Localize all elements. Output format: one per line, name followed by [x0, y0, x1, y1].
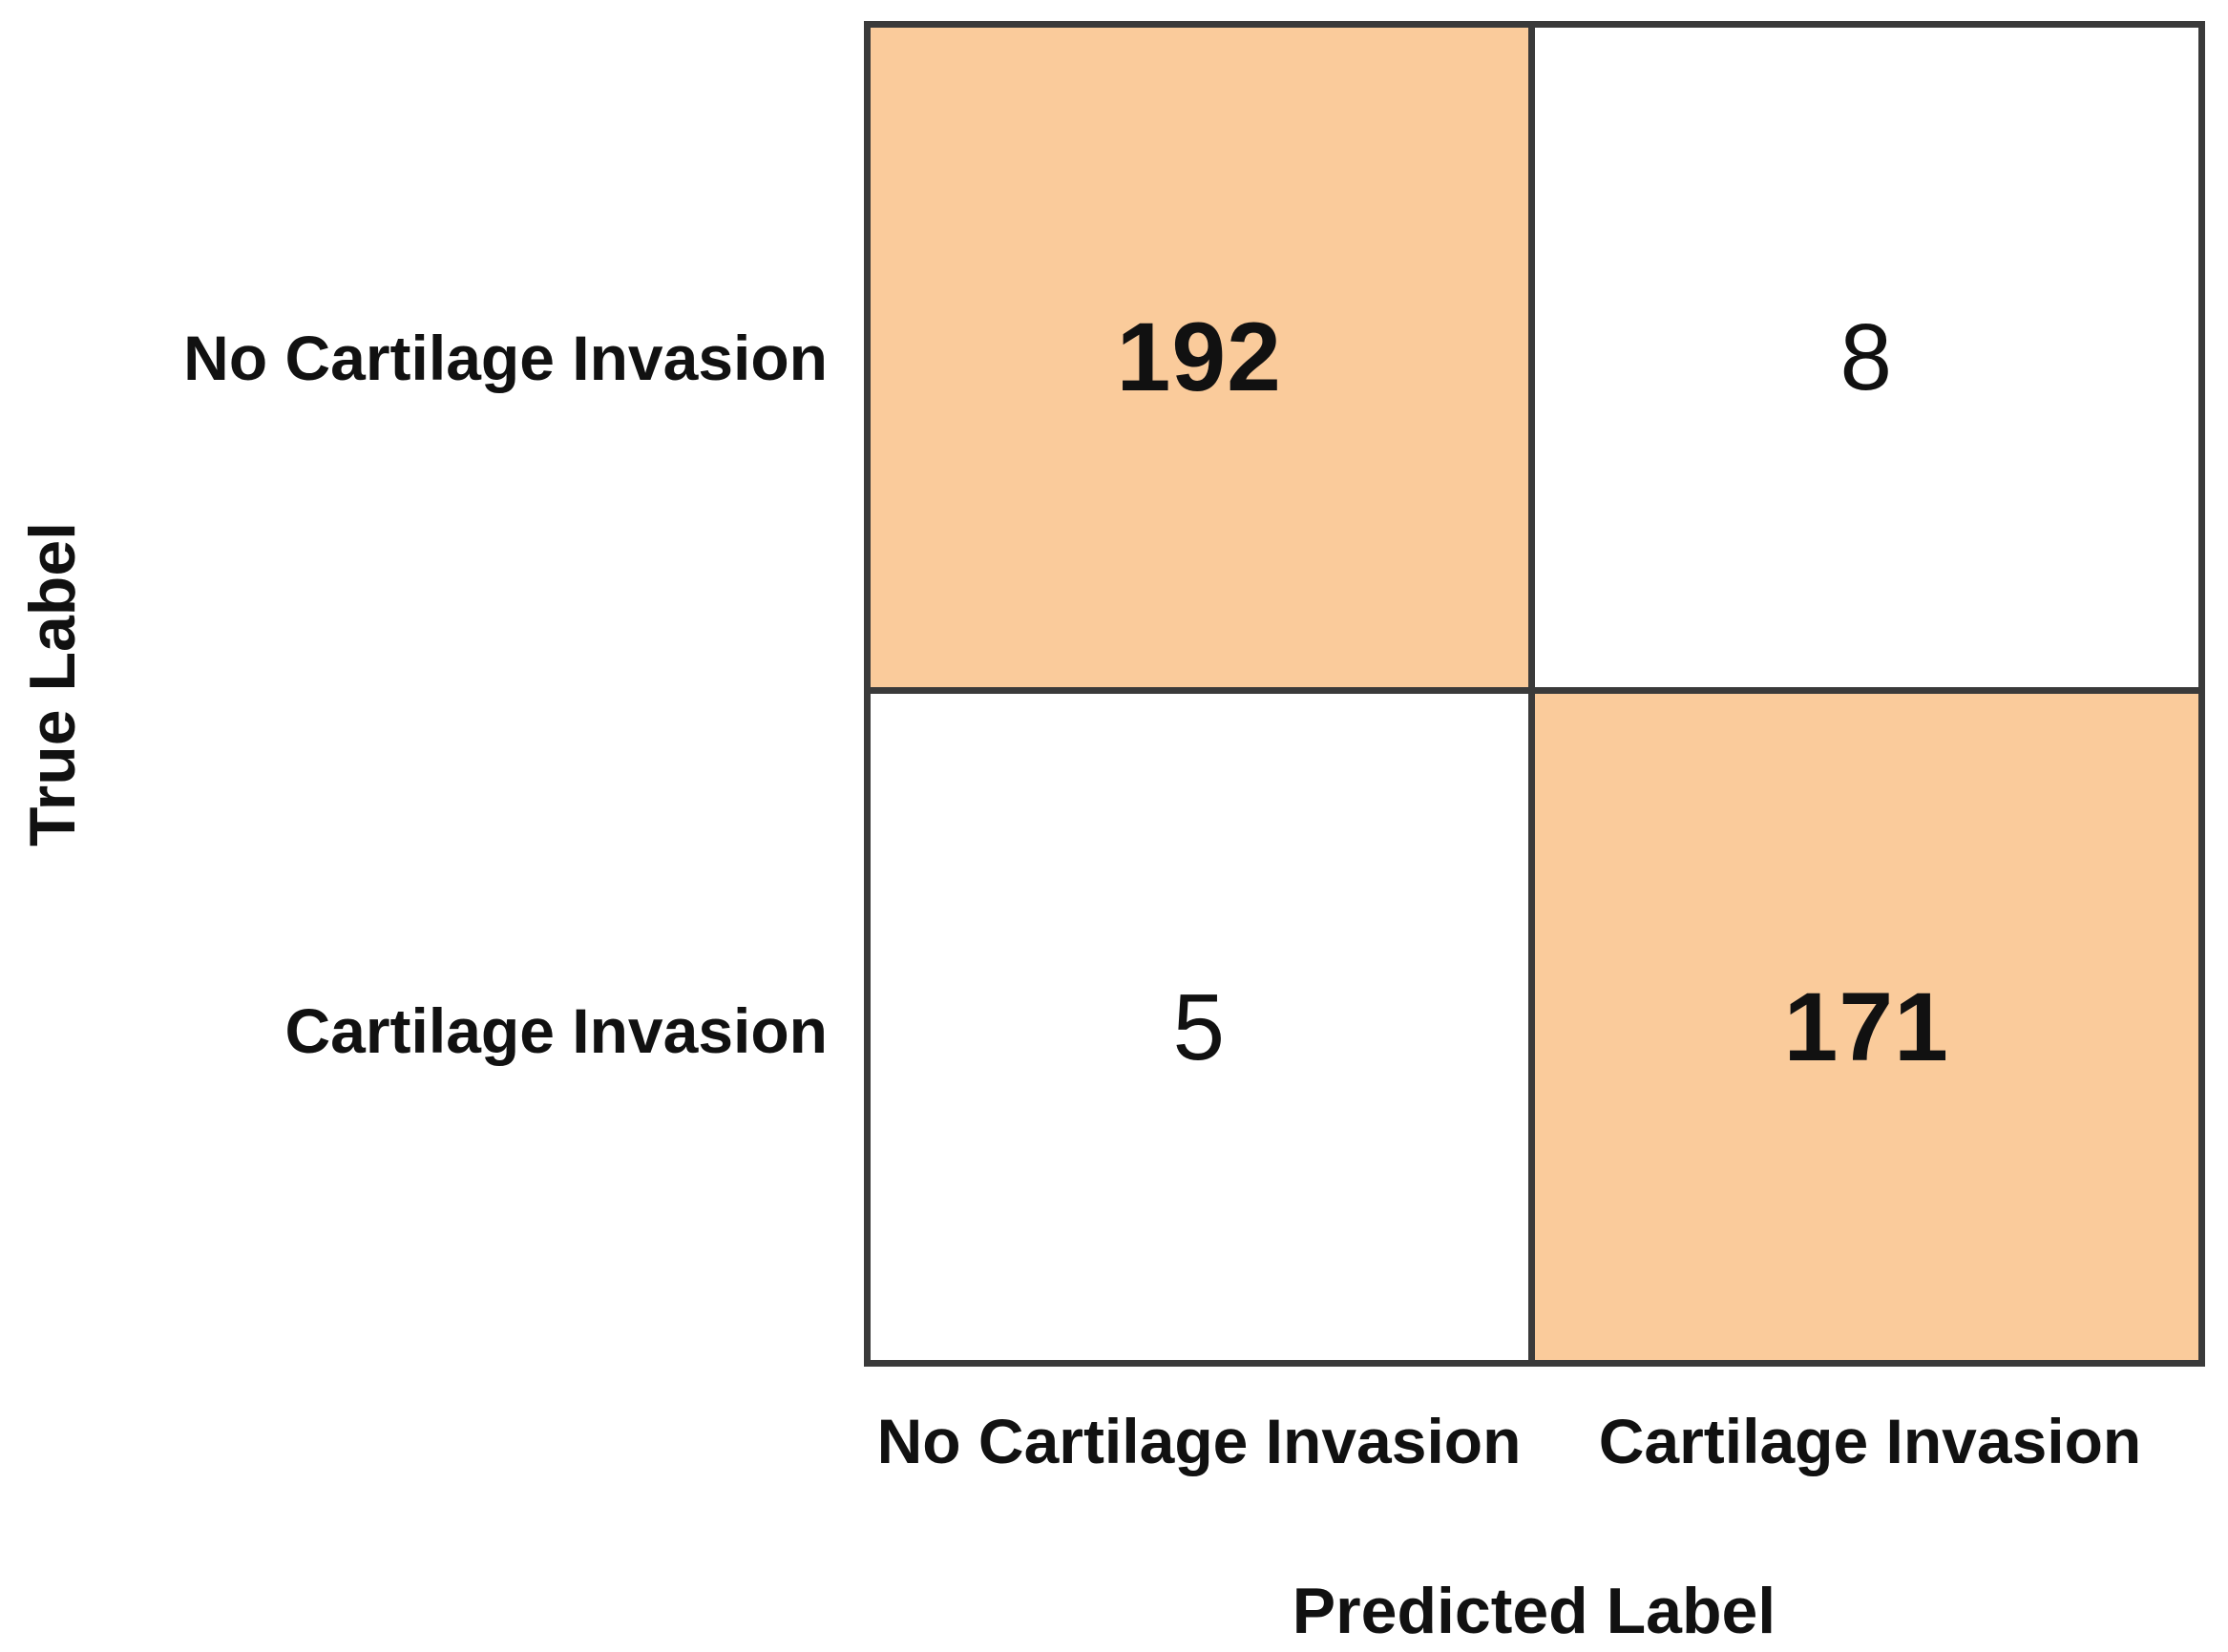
y-axis-title: True Label [16, 521, 89, 847]
cell-true-positive: 171 [1534, 694, 2198, 1360]
cell-true-negative: 192 [871, 28, 1535, 694]
cell-value-true-negative: 192 [1116, 303, 1282, 411]
confusion-matrix-grid: 192 8 5 171 [864, 21, 2205, 1367]
row-label-cartilage-invasion: Cartilage Invasion [284, 995, 828, 1066]
row-label-no-cartilage-invasion: No Cartilage Invasion [183, 323, 828, 393]
x-axis-title: Predicted Label [1292, 1575, 1776, 1647]
cell-value-true-positive: 171 [1783, 972, 1949, 1081]
cell-false-negative: 5 [871, 694, 1535, 1360]
cell-false-positive: 8 [1534, 28, 2198, 694]
cell-value-false-negative: 5 [1172, 973, 1226, 1079]
col-label-no-cartilage-invasion: No Cartilage Invasion [876, 1406, 1522, 1476]
col-label-cartilage-invasion: Cartilage Invasion [1598, 1406, 2142, 1476]
cell-value-false-positive: 8 [1839, 304, 1893, 409]
